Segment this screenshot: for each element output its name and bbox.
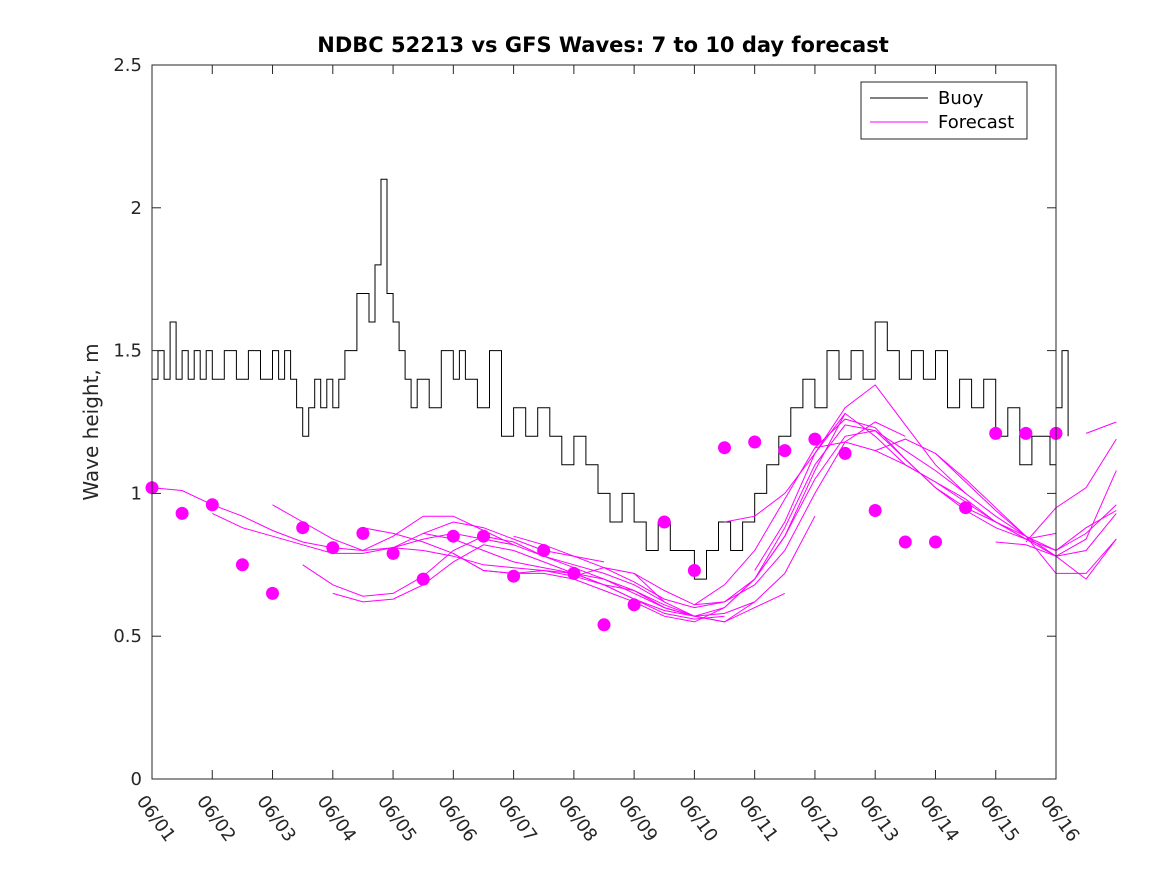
x-tick-label: 06/10	[674, 792, 721, 846]
legend-forecast-label: Forecast	[938, 112, 1014, 133]
forecast-marker	[477, 529, 490, 543]
forecast-marker	[778, 444, 792, 458]
x-tick-label: 06/11	[735, 792, 782, 846]
x-tick-label: 06/14	[915, 792, 962, 846]
legend: Buoy Forecast	[860, 81, 1028, 140]
x-tick-label: 06/01	[132, 792, 179, 846]
y-axis: 0 0.5 1 1.5 2 2.5	[113, 55, 1056, 790]
forecast-marker	[718, 441, 731, 455]
forecast-marker	[959, 501, 973, 515]
forecast-marker	[1019, 426, 1033, 440]
forecast-line-11	[573, 430, 966, 606]
y-tick-label: 2	[131, 198, 142, 219]
forecast-line-13	[694, 418, 1057, 606]
forecast-marker	[296, 521, 310, 535]
chart-title: NDBC 52213 vs GFS Waves: 7 to 10 day for…	[317, 33, 888, 57]
forecast-marker	[537, 544, 551, 557]
y-axis-label: Wave height, m	[79, 343, 103, 500]
forecast-marker	[929, 535, 942, 549]
forecast-marker	[326, 541, 340, 555]
x-tick-label: 06/02	[192, 792, 239, 846]
buoy-line	[152, 178, 1069, 580]
x-tick-label: 06/15	[976, 792, 1023, 846]
forecast-markers-layer	[145, 426, 1063, 632]
legend-buoy-label: Buoy	[938, 88, 984, 109]
forecast-marker	[898, 535, 912, 549]
forecast-marker	[567, 566, 581, 580]
forecast-line-17	[875, 438, 1117, 552]
forecast-line-5	[332, 544, 725, 620]
forecast-marker	[386, 546, 400, 560]
forecast-marker	[657, 515, 671, 529]
forecast-marker	[205, 498, 219, 512]
forecast-line-3	[272, 504, 665, 603]
forecast-line-8	[423, 515, 816, 623]
plot-area	[152, 65, 1056, 779]
buoy-line-layer	[152, 178, 1069, 580]
forecast-marker	[868, 504, 882, 517]
x-tick-label: 06/13	[855, 792, 902, 846]
forecast-line-21	[1085, 421, 1117, 434]
forecast-marker	[808, 432, 822, 446]
forecast-line-4	[302, 535, 695, 617]
y-tick-label: 2.5	[113, 55, 142, 76]
forecast-marker	[687, 564, 701, 577]
forecast-marker	[266, 586, 279, 600]
forecast-marker	[748, 435, 762, 449]
forecast-marker	[838, 446, 852, 460]
forecast-marker	[597, 618, 611, 632]
forecast-marker	[356, 526, 370, 540]
x-tick-label: 06/09	[614, 792, 661, 846]
y-tick-label: 1	[131, 483, 142, 504]
y-tick-label: 0	[131, 769, 142, 790]
forecast-marker	[235, 558, 249, 572]
forecast-marker	[989, 426, 1003, 440]
x-tick-label: 06/12	[795, 792, 842, 846]
plot-frame	[151, 64, 1057, 780]
legend-box	[860, 81, 1028, 140]
x-tick-label: 06/03	[252, 792, 299, 846]
x-tick-label: 06/05	[373, 792, 420, 846]
x-tick-label: 06/07	[494, 792, 541, 846]
forecast-marker	[416, 572, 430, 586]
forecast-marker	[627, 598, 641, 612]
y-tick-label: 0.5	[113, 626, 142, 647]
x-tick-label: 06/08	[554, 792, 601, 846]
forecast-line-18	[935, 453, 1117, 574]
x-tick-label: 06/06	[433, 792, 480, 846]
forecast-line-20	[1025, 438, 1117, 543]
y-tick-label: 1.5	[113, 341, 142, 362]
x-tick-label: 06/16	[1036, 792, 1083, 846]
forecast-marker	[175, 506, 189, 520]
forecast-marker	[446, 529, 460, 543]
x-tick-label: 06/04	[313, 792, 360, 846]
forecast-marker	[507, 569, 521, 583]
